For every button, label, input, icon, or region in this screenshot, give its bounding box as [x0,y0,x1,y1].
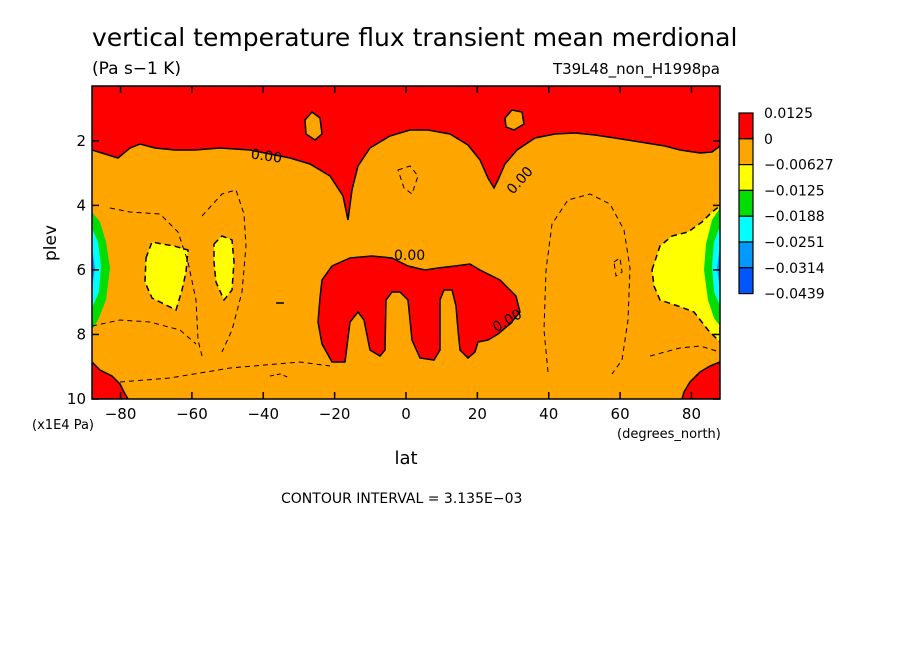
colorbar-swatch [738,164,754,192]
contour-interval-text: CONTOUR INTERVAL = 3.135E−03 [281,491,522,507]
colorbar-swatch [738,112,754,140]
region-island-1 [304,110,323,141]
colorbar-level-label: −0.0125 [764,183,825,199]
x-tick-label: 80 [682,405,701,423]
contour-dashed-1 [109,207,203,357]
region-left-bottom-corner [92,360,129,399]
x-tick-label: 0 [401,405,411,423]
y-axis-label: plev [41,225,61,261]
colorbar-swatch [738,267,754,295]
region-top-positive-band [92,86,720,221]
region-right-edge-cyan [712,226,720,306]
y-units-label: (x1E4 Pa) [32,418,94,433]
x-tick-label: 40 [539,405,558,423]
plot-area: 0.00 0.00 0.00 0.00 [91,85,721,400]
colorbar-level-label: −0.00627 [764,158,834,174]
contour-dashed-2 [201,189,247,353]
region-yellow-north [651,205,720,344]
colorbar-swatch [738,215,754,243]
colorbar-level-label: 0 [764,132,773,148]
colorbar-swatch [738,138,754,166]
contour-label-3: 0.00 [394,248,425,264]
dataset-label: T39L48_non_H1998pa [552,60,720,79]
x-tick-label: −20 [319,405,351,423]
contour-dashed-7 [397,165,419,195]
region-left-edge-cyan [92,228,101,308]
colorbar-level-label: −0.0439 [764,287,825,303]
contour-dashed-9 [269,373,291,379]
y-tick-label: 6 [76,261,86,279]
x-units-label: (degrees_north) [617,427,721,442]
x-axis-label: lat [394,448,417,469]
colorbar-level-label: −0.0251 [764,235,825,251]
contour-dashed-3 [92,319,197,345]
colorbar-level-label: −0.0314 [764,261,825,277]
region-right-bottom-corner [681,361,720,399]
x-tick-label: 20 [468,405,487,423]
contour-dashed-8 [613,257,623,277]
chart-title: vertical temperature flux transient mean… [92,23,737,52]
y-tick-label: 4 [76,196,86,214]
region-island-2 [504,109,525,131]
colorbar-level-label: −0.0188 [764,209,825,225]
y-axis: 2 4 6 8 10 [67,132,720,408]
contour-dashed-4 [119,361,331,383]
y-tick-label: 10 [67,390,86,408]
colorbar-level-label: 0.0125 [764,106,813,122]
y-tick-label: 2 [76,132,86,150]
x-tick-label: −40 [247,405,279,423]
contour-label-1: 0.00 [250,147,283,167]
region-central-positive-lobes [317,255,521,363]
colorbar-swatch [738,241,754,269]
colorbar-swatch [738,189,754,217]
region-yellow-south-1 [144,241,189,312]
region-yellow-south-2 [213,235,235,302]
x-tick-label: −80 [105,405,137,423]
x-tick-label: 60 [611,405,630,423]
units-label: (Pa s−1 K) [92,59,181,79]
x-axis: −80 −60 −40 −20 0 20 40 60 80 [105,86,701,423]
contour-dashed-5 [543,193,631,375]
x-tick-label: −60 [176,405,208,423]
y-tick-label: 8 [76,325,86,343]
colorbar: 0.0125 0 −0.00627 −0.0125 −0.0188 −0.0251 −0.0… [738,106,834,303]
